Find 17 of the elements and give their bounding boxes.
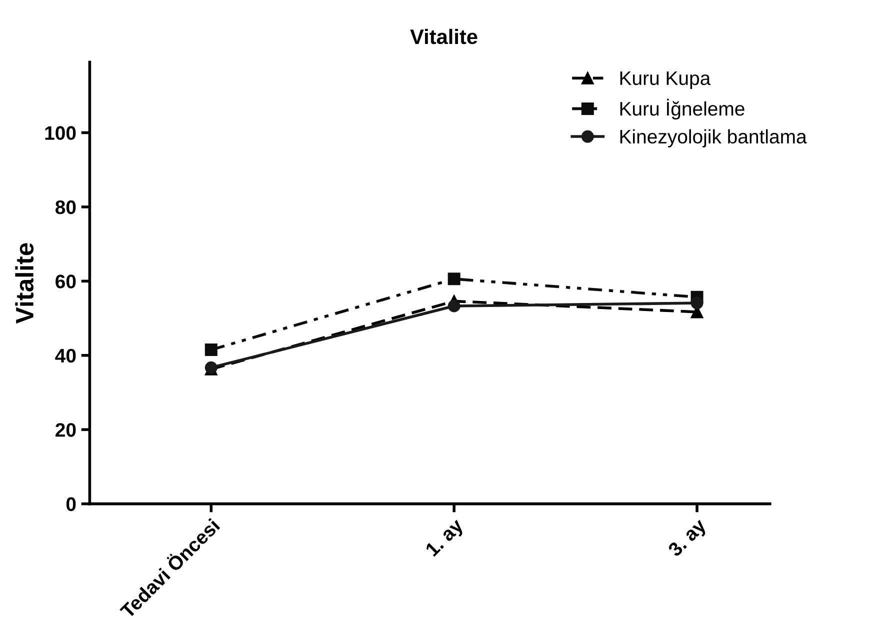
y-tick-label: 100: [45, 126, 76, 140]
legend-label: Kuru Kupa: [620, 72, 711, 89]
legend-label: Kuru İğneleme: [620, 98, 744, 120]
y-tick-label: 80: [55, 200, 76, 214]
y-tick-label: 60: [56, 274, 76, 288]
point: [448, 272, 460, 286]
y-tick-label: 40: [55, 348, 76, 363]
chart-title: Vitalite: [410, 28, 478, 44]
y-tick-label: 0: [66, 497, 76, 512]
point: [448, 300, 460, 312]
y-tick-label: 20: [56, 423, 76, 437]
point: [690, 296, 704, 310]
y-axis-title: Vitalite: [15, 243, 34, 324]
x-tick-label: 3. ay: [667, 517, 710, 560]
legend-label: Kinezyolojik bantlama: [620, 129, 807, 148]
point: [204, 344, 218, 356]
x-tick-label: 1. ay: [424, 518, 467, 560]
